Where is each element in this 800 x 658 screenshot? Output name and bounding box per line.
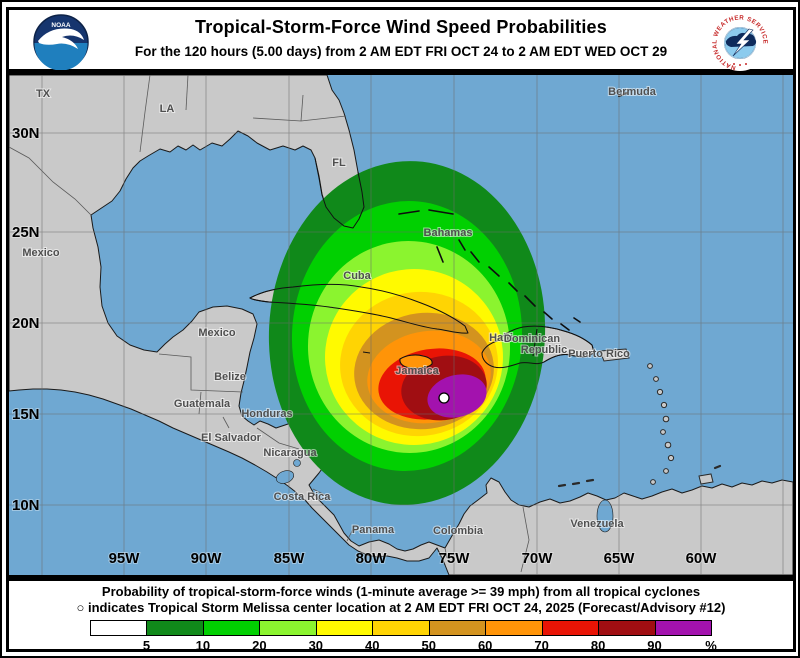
- map: TX LA FL Bermuda Mexico Mexico Belize Guatemala…: [6, 72, 796, 578]
- legend-label: %: [705, 638, 717, 653]
- lon-label-70W: 70W: [522, 550, 554, 567]
- header-titles: Tropical-Storm-Force Wind Speed Probabil…: [119, 17, 683, 59]
- lon-label-65W: 65W: [604, 550, 636, 567]
- map-label-dominican: Dominican: [504, 333, 561, 345]
- legend-label: 90: [647, 638, 662, 653]
- lat-label-15N: 15N: [12, 406, 40, 423]
- legend-cell-20: 20: [203, 621, 267, 653]
- legend-label: 50: [421, 638, 436, 653]
- map-label-la: LA: [160, 103, 175, 115]
- legend-cell-70: 70: [486, 621, 549, 653]
- coastlines-over-shading: [249, 157, 595, 369]
- legend-cell-80: 80: [542, 621, 605, 653]
- map-labels: TX LA FL Bermuda Mexico Mexico Belize Guatemala…: [11, 85, 718, 568]
- lat-label-20N: 20N: [12, 315, 40, 332]
- legend-label: 5: [142, 638, 151, 653]
- map-label-costa-rica: Costa Rica: [274, 491, 332, 503]
- legend-cell-5: 5: [91, 621, 150, 653]
- legend-cell-10: 10: [147, 621, 210, 653]
- legend-label: 30: [308, 638, 324, 653]
- map-label-honduras: Honduras: [241, 408, 292, 420]
- legend-label: 60: [477, 638, 493, 653]
- small-islands: [557, 91, 722, 488]
- map-label-panama: Panama: [352, 524, 395, 536]
- map-label-nicaragua: Nicaragua: [263, 447, 317, 459]
- probability-ring-90pct: [427, 374, 487, 418]
- legend-color-bar: 5 10 20 30 40 50 60 70 80 90%: [90, 620, 717, 653]
- mainland: [9, 75, 793, 575]
- jamaica-island: [399, 354, 433, 369]
- header: NOAA Tropical-Storm-Force Wind Speed Pro…: [6, 7, 796, 72]
- political-borders: [9, 75, 530, 573]
- lon-label-85W: 85W: [274, 550, 306, 567]
- legend-cell-90: 90: [599, 621, 662, 653]
- legend-cell-60: 60: [429, 621, 492, 653]
- lat-label-30N: 30N: [12, 125, 40, 142]
- map-label-bermuda: Bermuda: [608, 86, 657, 98]
- legend-label: 80: [590, 638, 606, 653]
- lon-label-90W: 90W: [191, 550, 223, 567]
- noaa-logo-text: NOAA: [51, 22, 70, 29]
- valid-period-subtitle: For the 120 hours (5.00 days) from 2 AM …: [134, 44, 668, 59]
- legend-cell-30: 30: [260, 621, 323, 653]
- footer-center-line: ○ indicates Tropical Storm Melissa cente…: [76, 600, 726, 615]
- map-label-bahamas: Bahamas: [424, 227, 473, 239]
- lakes: [275, 195, 614, 533]
- noaa-logo: NOAA: [33, 14, 89, 70]
- map-label-mexico: Mexico: [198, 327, 236, 339]
- map-label-tx: TX: [36, 88, 51, 100]
- lon-label-95W: 95W: [109, 550, 141, 567]
- map-label-republic: Republic: [521, 344, 567, 356]
- page-title: Tropical-Storm-Force Wind Speed Probabil…: [195, 17, 607, 37]
- map-label-venezuela: Venezuela: [570, 518, 624, 530]
- map-label-jamaica: Jamaica: [395, 365, 439, 377]
- map-label-cuba: Cuba: [343, 270, 371, 282]
- map-label-mexico: Mexico: [22, 247, 60, 259]
- lon-label-80W: 80W: [356, 550, 388, 567]
- legend-label: 40: [365, 638, 380, 653]
- legend-cell-40: 40: [316, 621, 380, 653]
- footer-definition-line: Probability of tropical-storm-force wind…: [101, 584, 701, 599]
- map-label-guatemala: Guatemala: [174, 398, 231, 410]
- lon-label-60W: 60W: [686, 550, 718, 567]
- lat-label-10N: 10N: [12, 497, 40, 514]
- lon-label-75W: 75W: [439, 550, 471, 567]
- footer: Probability of tropical-storm-force wind…: [6, 578, 796, 653]
- lat-label-25N: 25N: [12, 224, 40, 241]
- bahamas-islands: [398, 209, 581, 331]
- map-canvas: TX LA FL Bermuda Mexico Mexico Belize Guatemala…: [9, 75, 793, 575]
- legend-label: 70: [534, 638, 549, 653]
- map-label-haiti: Haiti: [489, 332, 513, 344]
- storm-center-group: [438, 392, 450, 404]
- nws-logo: NATIONAL WEATHER SERVICE: [711, 14, 768, 71]
- legend-cell-50: 50: [373, 621, 436, 653]
- legend-cell-percent: %: [655, 621, 717, 653]
- map-label-fl: FL: [332, 157, 346, 169]
- latlon-grid: [9, 75, 793, 575]
- storm-center-marker: [438, 392, 450, 404]
- map-label-belize: Belize: [214, 371, 246, 383]
- islands-east: [599, 348, 714, 485]
- map-label-colombia: Colombia: [433, 525, 484, 537]
- map-label-puerto-rico: Puerto Rico: [568, 348, 630, 360]
- legend-label: 20: [252, 638, 267, 653]
- probability-legend: 5 10 20 30 40 50 60 70 80 90%: [90, 620, 717, 653]
- map-label-el-salvador: El Salvador: [201, 432, 262, 444]
- legend-label: 10: [195, 638, 211, 653]
